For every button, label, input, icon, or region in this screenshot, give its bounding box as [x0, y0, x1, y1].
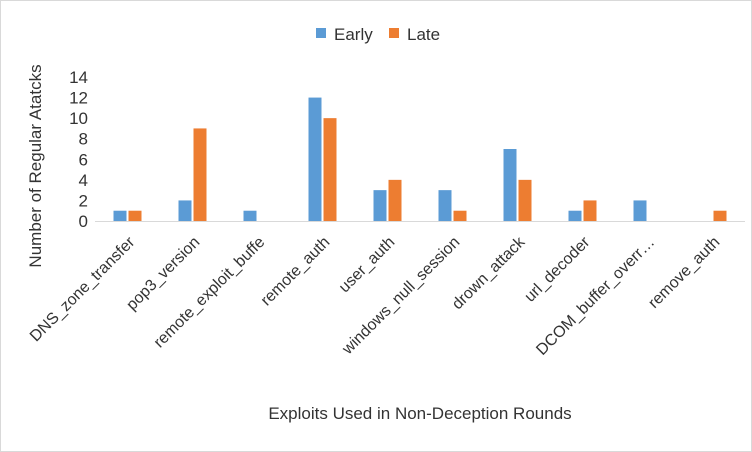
y-tick-label: 2	[79, 191, 88, 210]
bar-early-1	[113, 210, 127, 221]
x-axis-categories: DNS_zone_transferpop3_versionremote_expl…	[27, 233, 723, 359]
bar-early-2	[178, 200, 192, 221]
bar-early-7	[503, 149, 517, 221]
bars	[113, 97, 727, 221]
legend-label-early: Early	[334, 25, 373, 44]
bar-early-3	[243, 210, 257, 221]
legend-swatch-early	[316, 28, 326, 38]
x-tick-label: remote_exploit_buffe	[151, 234, 269, 352]
bar-late-8	[583, 200, 597, 221]
bar-late-7	[518, 179, 532, 221]
bar-early-4	[308, 97, 322, 221]
y-tick-label: 0	[79, 212, 88, 231]
bar-early-6	[438, 190, 452, 221]
x-axis-title: Exploits Used in Non-Deception Rounds	[268, 404, 571, 423]
y-tick-label: 4	[79, 171, 88, 190]
legend-label-late: Late	[407, 25, 440, 44]
legend: Early Late	[316, 25, 440, 44]
y-tick-label: 10	[69, 109, 88, 128]
x-tick-label: user_auth	[336, 234, 398, 296]
bar-early-9	[633, 200, 647, 221]
bar-late-6	[453, 210, 467, 221]
bar-early-5	[373, 190, 387, 221]
y-tick-label: 6	[79, 150, 88, 169]
x-tick-label: url_decoder	[522, 233, 594, 305]
bar-early-8	[568, 210, 582, 221]
y-tick-label: 14	[69, 68, 88, 87]
bar-late-5	[388, 179, 402, 221]
x-tick-label: DCOM_buffer_overr…	[533, 234, 658, 359]
bar-late-1	[128, 210, 142, 221]
x-tick-label: remote_auth	[258, 234, 334, 310]
y-tick-label: 12	[69, 89, 88, 108]
bar-late-4	[323, 118, 337, 221]
y-axis-title: Number of Regular Atatcks	[26, 64, 45, 267]
bar-late-2	[193, 128, 207, 221]
bar-late-10	[713, 210, 727, 221]
x-tick-label: windows_null_session	[339, 234, 464, 359]
legend-swatch-late	[389, 28, 399, 38]
y-tick-label: 8	[79, 130, 88, 149]
